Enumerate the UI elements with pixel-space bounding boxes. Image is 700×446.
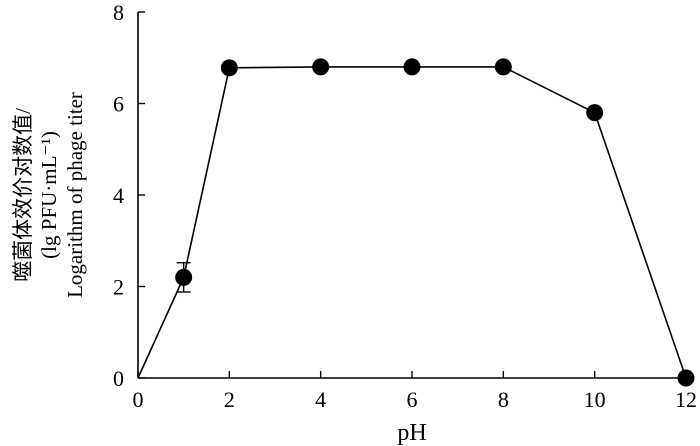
x-tick-label: 10 (584, 387, 606, 412)
x-tick-label: 4 (315, 387, 326, 412)
x-tick-label: 8 (498, 387, 509, 412)
data-point (677, 369, 695, 387)
data-point (586, 104, 604, 122)
x-tick-label: 2 (224, 387, 235, 412)
x-tick-label: 12 (675, 387, 697, 412)
data-point (220, 59, 238, 77)
data-point (312, 58, 330, 76)
data-point (403, 58, 421, 76)
y-axis-title-line: (lg PFU·mL⁻¹) (37, 131, 61, 259)
y-axis-title-line: Logarithm of phage titer (63, 92, 87, 298)
series-line (137, 66, 687, 379)
y-ticks: 0 2 4 6 8 (113, 0, 145, 391)
x-tick-label: 0 (133, 387, 144, 412)
data-point (494, 58, 512, 76)
x-axis-title: pH (397, 420, 426, 446)
x-tick-label: 6 (407, 387, 418, 412)
y-tick-label: 8 (113, 0, 124, 25)
y-tick-label: 6 (113, 92, 124, 117)
y-tick-label: 2 (113, 275, 124, 300)
series-group (137, 58, 695, 387)
data-point (175, 268, 193, 286)
y-axis-title: 噬菌体效价对数值/(lg PFU·mL⁻¹) Logarithm of phage… (11, 92, 87, 298)
y-tick-label: 4 (113, 183, 124, 208)
y-tick-label: 0 (113, 366, 124, 391)
x-ticks: 0 2 4 6 8 10 12 (133, 371, 697, 412)
y-axis-title-line: 噬菌体效价对数值/ (11, 108, 35, 282)
